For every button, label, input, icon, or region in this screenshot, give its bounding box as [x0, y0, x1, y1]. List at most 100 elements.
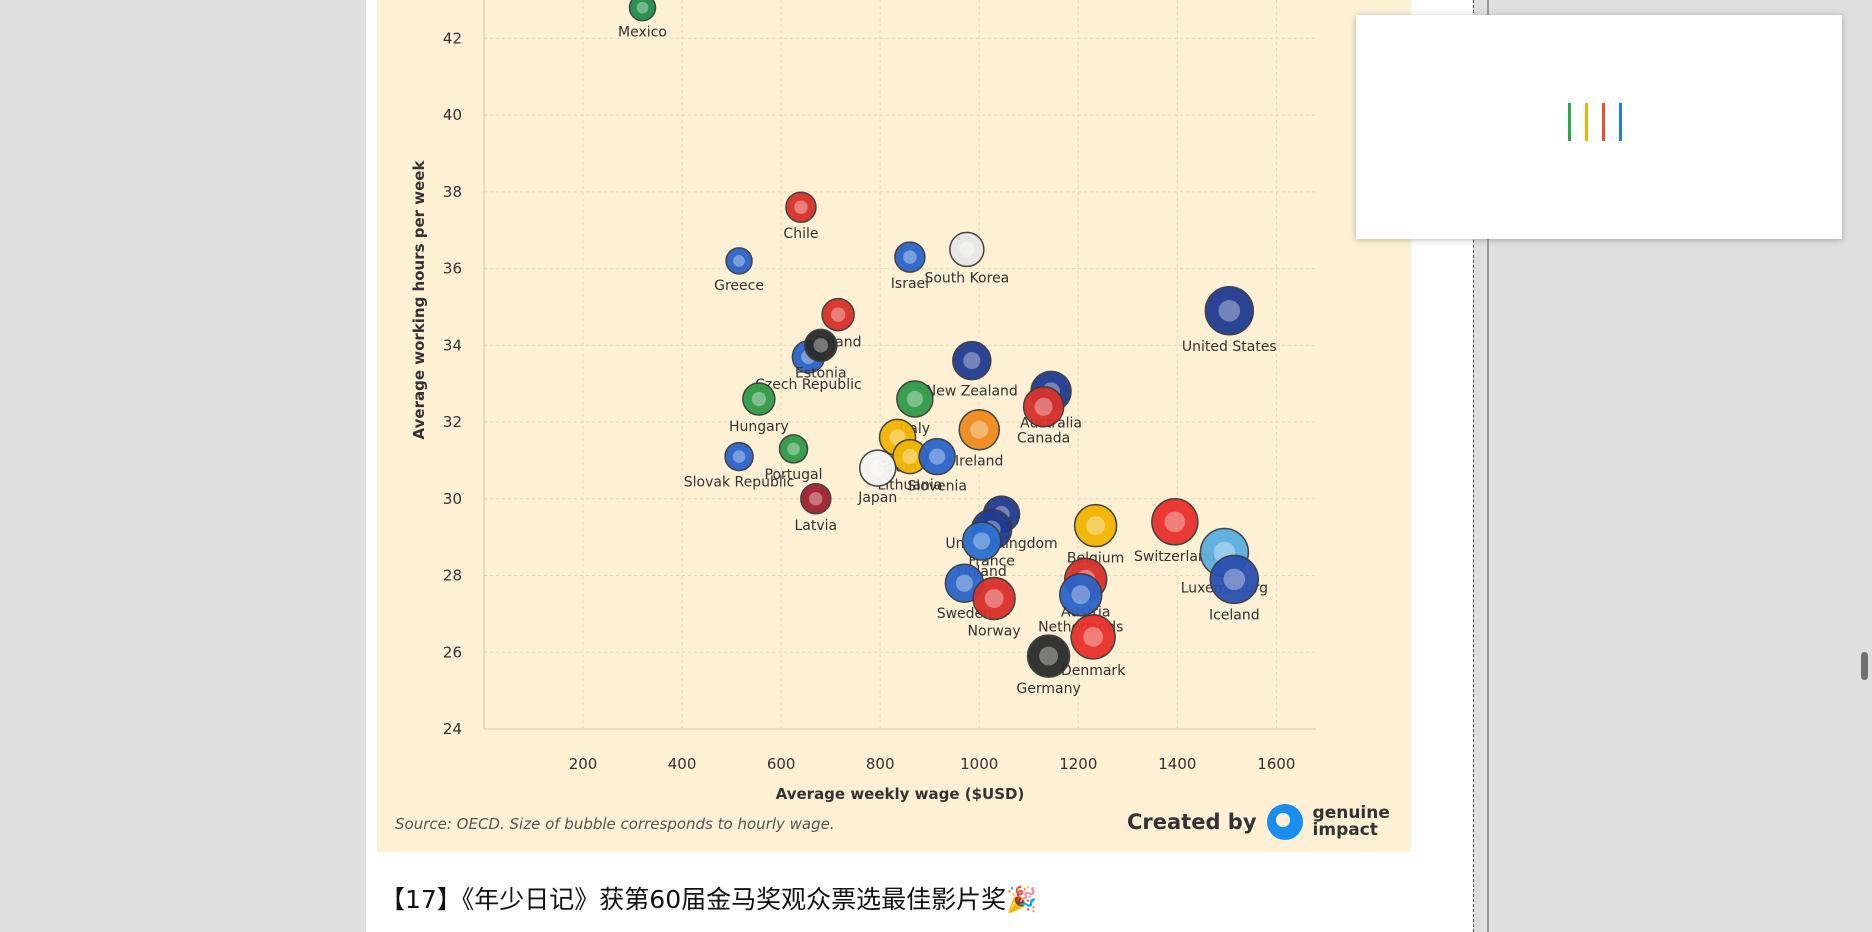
bubble-point: [742, 382, 776, 416]
bubble-point: [1209, 554, 1260, 605]
bubble-flag-detail: [830, 307, 846, 322]
bubble-label: Chile: [783, 226, 818, 242]
brand-line-1: genuine: [1312, 803, 1390, 823]
bubble-flag-detail: [1034, 397, 1053, 416]
bubble-label: Israel: [891, 276, 929, 292]
y-tick-label: 34: [443, 336, 462, 354]
bubble-point: [1151, 498, 1199, 546]
bubble-label: Slovak Republic: [684, 475, 795, 491]
bubble-flag-detail: [959, 241, 975, 258]
bubble-flag-detail: [903, 250, 917, 264]
bubble-label: Czech Republic: [755, 377, 862, 393]
bubble-flag-detail: [1218, 299, 1241, 322]
bubble-label: Denmark: [1061, 663, 1126, 679]
genuine-impact-logo: [1266, 804, 1303, 840]
bubble-flag-detail: [732, 450, 746, 463]
chart-image: 24 26 28 30 32 34 36 38 40 42 200 400 600 800 1000 1200…: [377, 0, 1411, 852]
article-headline[interactable]: 【17】《年少日记》获第60届金马奖观众票选最佳影片奖🎉: [380, 885, 1038, 914]
bubble-point: [628, 0, 657, 22]
x-tick-label: 400: [668, 755, 697, 773]
bubble-point: [1059, 572, 1103, 617]
y-tick-label: 38: [443, 183, 462, 201]
bubble-point: [1204, 286, 1255, 336]
bubble-flag-detail: [963, 352, 981, 370]
bubble-point: [800, 483, 832, 515]
bubble-flag-detail: [733, 255, 745, 267]
bubble-flag-detail: [869, 459, 886, 477]
bubble-flag-detail: [1164, 511, 1186, 533]
bubble-point: [1022, 385, 1065, 428]
bubble-label: Mexico: [618, 25, 667, 41]
y-tick-label: 42: [443, 29, 462, 47]
bubble-flag-detail: [1039, 646, 1059, 666]
bubble-flag-detail: [1223, 568, 1246, 591]
x-tick-label: 600: [767, 755, 796, 773]
scrollbar-thumb[interactable]: [1861, 652, 1868, 680]
chart-source-note: Source: OECD. Size of bubble corresponds…: [395, 815, 835, 833]
bubble-flag-detail: [809, 492, 823, 506]
loading-popup: [1356, 15, 1842, 239]
bubble-point: [918, 437, 956, 476]
y-tick-label: 24: [443, 720, 462, 738]
y-tick-label: 26: [443, 643, 462, 661]
bubble-flag-detail: [794, 200, 808, 214]
bubble-label: Norway: [968, 624, 1021, 640]
bubble-point: [858, 449, 897, 487]
bubble-flag-detail: [984, 589, 1004, 608]
loader-bar: [1602, 103, 1605, 141]
bubble-flag-detail: [1083, 627, 1104, 647]
bubble-point: [821, 297, 855, 332]
bubble-point: [958, 408, 1000, 451]
x-tick-label: 1400: [1158, 755, 1196, 773]
bubble-point: [1026, 634, 1071, 678]
bubble-point: [949, 231, 985, 268]
bubble-point: [724, 441, 754, 472]
bubble-label: Lithuania: [877, 478, 942, 494]
bubble-point: [725, 247, 753, 275]
loader-bar: [1619, 103, 1622, 141]
bubble-flag-detail: [787, 442, 800, 456]
brand-line-2: impact: [1312, 820, 1378, 840]
x-axis-title: Average weekly wage ($USD): [776, 785, 1025, 803]
bubble-label: Hungary: [729, 419, 789, 435]
bubble-point: [952, 340, 992, 381]
bubble-flag-detail: [1086, 516, 1106, 536]
loader-bar: [1585, 103, 1588, 141]
genuine-impact-brand: genuine impact: [1313, 805, 1390, 839]
bubble-point: [972, 576, 1016, 621]
bubble-label: Japan: [857, 490, 897, 506]
bubble-flag-detail: [973, 532, 991, 550]
loading-spinner-icon: [1568, 103, 1622, 141]
right-panel-edge: [1487, 0, 1489, 932]
bubble-flag-detail: [1071, 585, 1091, 605]
scatter-chart: 24 26 28 30 32 34 36 38 40 42 200 400 600 800 1000 1200…: [410, 0, 1316, 803]
bubble-flag-detail: [902, 448, 918, 465]
y-tick-label: 30: [443, 490, 462, 508]
bubble-flag-detail: [970, 420, 989, 439]
bubble-flag-detail: [955, 574, 973, 592]
bubble-label: New Zealand: [926, 384, 1018, 400]
bubble-label: Portugal: [765, 467, 823, 483]
bubble-label: Estonia: [795, 365, 847, 381]
bubble-label: Latvia: [794, 518, 837, 534]
x-tick-label: 1600: [1257, 755, 1295, 773]
bubble-point: [785, 191, 817, 223]
bubble-flag-detail: [813, 338, 828, 353]
x-tick-label: 800: [866, 755, 895, 773]
bubble-flag-detail: [929, 448, 946, 465]
x-tick-label: 1000: [960, 755, 998, 773]
bubble-label: Ireland: [955, 454, 1003, 470]
bubble-label: Iceland: [1209, 607, 1260, 623]
loader-bar: [1568, 103, 1571, 141]
bubble-label: Greece: [714, 278, 764, 294]
bubble-label: Canada: [1017, 431, 1070, 447]
y-tick-label: 32: [443, 413, 462, 431]
y-tick-label: 36: [443, 260, 462, 278]
bubble-label: Slovenia: [907, 479, 967, 495]
bubble-flag-detail: [906, 390, 923, 408]
bubble-flag-detail: [636, 1, 649, 14]
y-tick-label: 40: [443, 106, 462, 124]
bubble-point: [1070, 614, 1116, 660]
bubble-point: [778, 434, 809, 464]
bubble-label: Switzerland: [1134, 549, 1216, 565]
